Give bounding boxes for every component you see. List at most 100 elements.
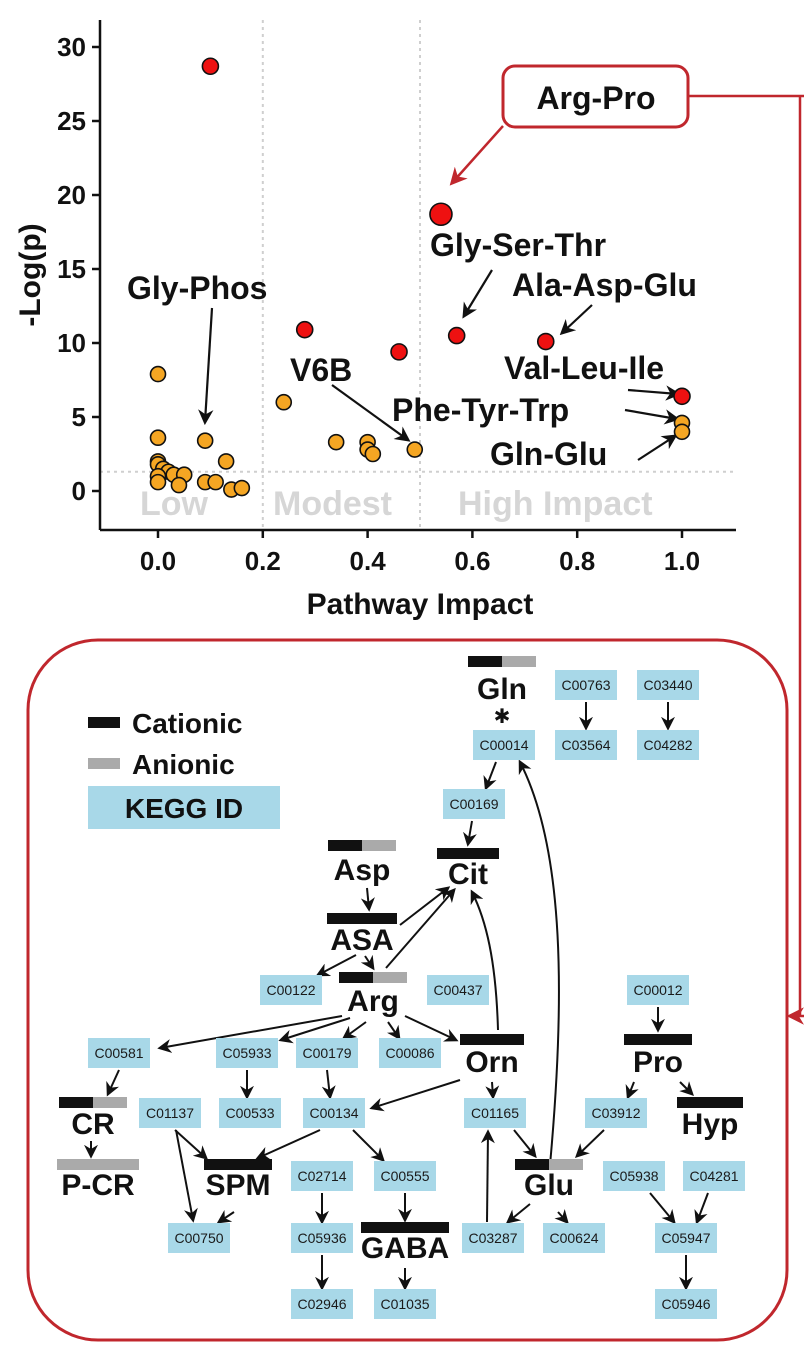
- x-tick-label: 0.0: [140, 546, 176, 576]
- pathway-arrow: [625, 1081, 639, 1100]
- data-point: [149, 473, 167, 491]
- arrow-gly-phos: [198, 307, 214, 426]
- kegg-box: [627, 975, 689, 1005]
- kegg-id-label: C00014: [479, 737, 528, 753]
- data-point: [149, 365, 167, 383]
- kegg-id-label: C03440: [643, 677, 692, 693]
- kegg-box: [585, 1098, 647, 1128]
- kegg-id-label: C03912: [591, 1105, 640, 1121]
- kegg-box: [655, 1289, 717, 1319]
- metabolite-bar-cationic: [339, 972, 373, 983]
- data-point: [217, 453, 235, 470]
- pathway-arrow: [255, 1129, 321, 1160]
- pathway-arrow: [175, 1129, 198, 1223]
- data-point: [406, 441, 424, 458]
- kegg-box: [88, 1038, 150, 1068]
- data-point: [364, 445, 382, 463]
- y-tick-label: 0: [72, 476, 86, 506]
- x-axis-label: Pathway Impact: [307, 588, 534, 621]
- zone-label-modest: Modest: [273, 485, 392, 523]
- pathway-arrow: [315, 954, 357, 977]
- pathway-arrow: [174, 1129, 209, 1160]
- metabolite-bar-anionic: [549, 1159, 583, 1170]
- kegg-id-label: C04282: [643, 737, 692, 753]
- kegg-id-label: C00750: [174, 1230, 223, 1246]
- arrow-v6b: [331, 384, 411, 442]
- kegg-id-label: C01137: [146, 1105, 194, 1121]
- kegg-box: [379, 1038, 441, 1068]
- kegg-box: [427, 975, 489, 1005]
- pathway-arrow: [360, 954, 375, 971]
- star-marker: ✱: [494, 704, 511, 728]
- data-point-significant: [295, 320, 314, 339]
- metabolite-label: Gln: [477, 673, 527, 706]
- metabolite-bar-cationic: [204, 1159, 272, 1170]
- annotation-val-leu-ile: Val-Leu-Ile: [504, 350, 664, 386]
- arrow-ala-asp-glu: [559, 304, 593, 336]
- pathway-arrow: [485, 1081, 500, 1100]
- kegg-box: [637, 730, 699, 760]
- kegg-id-label: C00134: [309, 1105, 358, 1121]
- annotation-phe-tyr-trp: Phe-Tyr-Trp: [392, 392, 569, 428]
- data-point: [233, 479, 251, 497]
- data-point: [149, 429, 167, 447]
- pathway-arrow: [216, 1209, 235, 1224]
- metabolite-bar-anionic: [502, 656, 536, 667]
- metabolite-label: Orn: [465, 1046, 518, 1079]
- kegg-boxes: C00763 C03440 C00014 C03564 C04282 C00169 C001…: [88, 670, 745, 1319]
- y-tick-label: 30: [57, 32, 86, 62]
- pathway-arrows: [84, 702, 709, 1291]
- x-tick-label: 0.6: [454, 546, 490, 576]
- pathway-arrow: [554, 1208, 569, 1225]
- kegg-box: [216, 1038, 278, 1068]
- metabolite-label: Arg: [347, 985, 399, 1018]
- kegg-id-label: C02714: [297, 1168, 346, 1184]
- y-tick-label: 25: [57, 106, 86, 136]
- metabolite-bar-cationic: [327, 913, 397, 924]
- annotation-arg-pro: Arg-Pro: [536, 80, 655, 116]
- metabolite-label: P-CR: [61, 1169, 135, 1202]
- metabolite-bar-cationic: [328, 840, 362, 851]
- y-tick-label: 5: [72, 402, 86, 432]
- arrow-phe-tyr-trp: [624, 408, 681, 425]
- kegg-id-label: C00437: [433, 982, 482, 998]
- data-point: [673, 423, 691, 441]
- x-tick-label: 0.2: [245, 546, 281, 576]
- data-point: [327, 433, 345, 451]
- kegg-box: [555, 730, 617, 760]
- metabolite-label: CR: [71, 1108, 115, 1141]
- data-point-significant: [201, 57, 220, 76]
- kegg-box: [464, 1098, 526, 1128]
- kegg-box: [603, 1161, 665, 1191]
- kegg-id-label: C01035: [380, 1296, 429, 1312]
- metabolite-bar-cationic: [624, 1034, 692, 1045]
- legend-kegg-swatch: [88, 786, 280, 829]
- kegg-id-label: C00555: [380, 1168, 429, 1184]
- kegg-id-label: C00169: [449, 796, 498, 812]
- y-tick-label: 20: [57, 180, 86, 210]
- pathway-arrow: [352, 1129, 385, 1162]
- kegg-box: [543, 1223, 605, 1253]
- kegg-box: [291, 1289, 353, 1319]
- pathway-arrow: [483, 761, 497, 791]
- kegg-box: [291, 1223, 353, 1253]
- kegg-box: [291, 1161, 353, 1191]
- pathway-arrow: [518, 759, 560, 1166]
- pathway-arrow: [404, 1015, 459, 1042]
- pathway-arrow: [106, 1069, 120, 1097]
- pathway-arrow: [505, 1203, 531, 1224]
- metabolites: Gln Asp Cit ASA Arg Orn Pro Hyp CR P-CR SPM GABA Glu: [57, 656, 743, 1265]
- pathway-arrow: [341, 1021, 367, 1040]
- metabolite-bar-anionic: [373, 972, 407, 983]
- x-ticks: 0.0 0.2 0.4 0.6 0.8 1.0: [140, 530, 700, 576]
- kegg-id-label: C05936: [297, 1230, 346, 1246]
- zone-label-high: High Impact: [458, 485, 653, 523]
- pathway-arrow: [480, 1129, 495, 1223]
- pathway-arrow: [399, 886, 451, 926]
- kegg-id-label: C00624: [549, 1230, 598, 1246]
- legend-anionic-swatch: [88, 758, 120, 769]
- kegg-box: [260, 975, 322, 1005]
- metabolite-label: Glu: [524, 1169, 574, 1202]
- kegg-id-label: C01165: [471, 1105, 519, 1121]
